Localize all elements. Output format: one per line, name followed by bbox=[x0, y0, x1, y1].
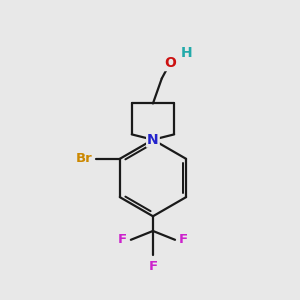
Text: O: O bbox=[164, 56, 176, 70]
Text: F: F bbox=[178, 233, 188, 246]
Text: Br: Br bbox=[76, 152, 93, 165]
Text: H: H bbox=[180, 46, 192, 60]
Text: F: F bbox=[118, 233, 127, 246]
Text: N: N bbox=[147, 133, 159, 147]
Text: F: F bbox=[148, 260, 158, 272]
